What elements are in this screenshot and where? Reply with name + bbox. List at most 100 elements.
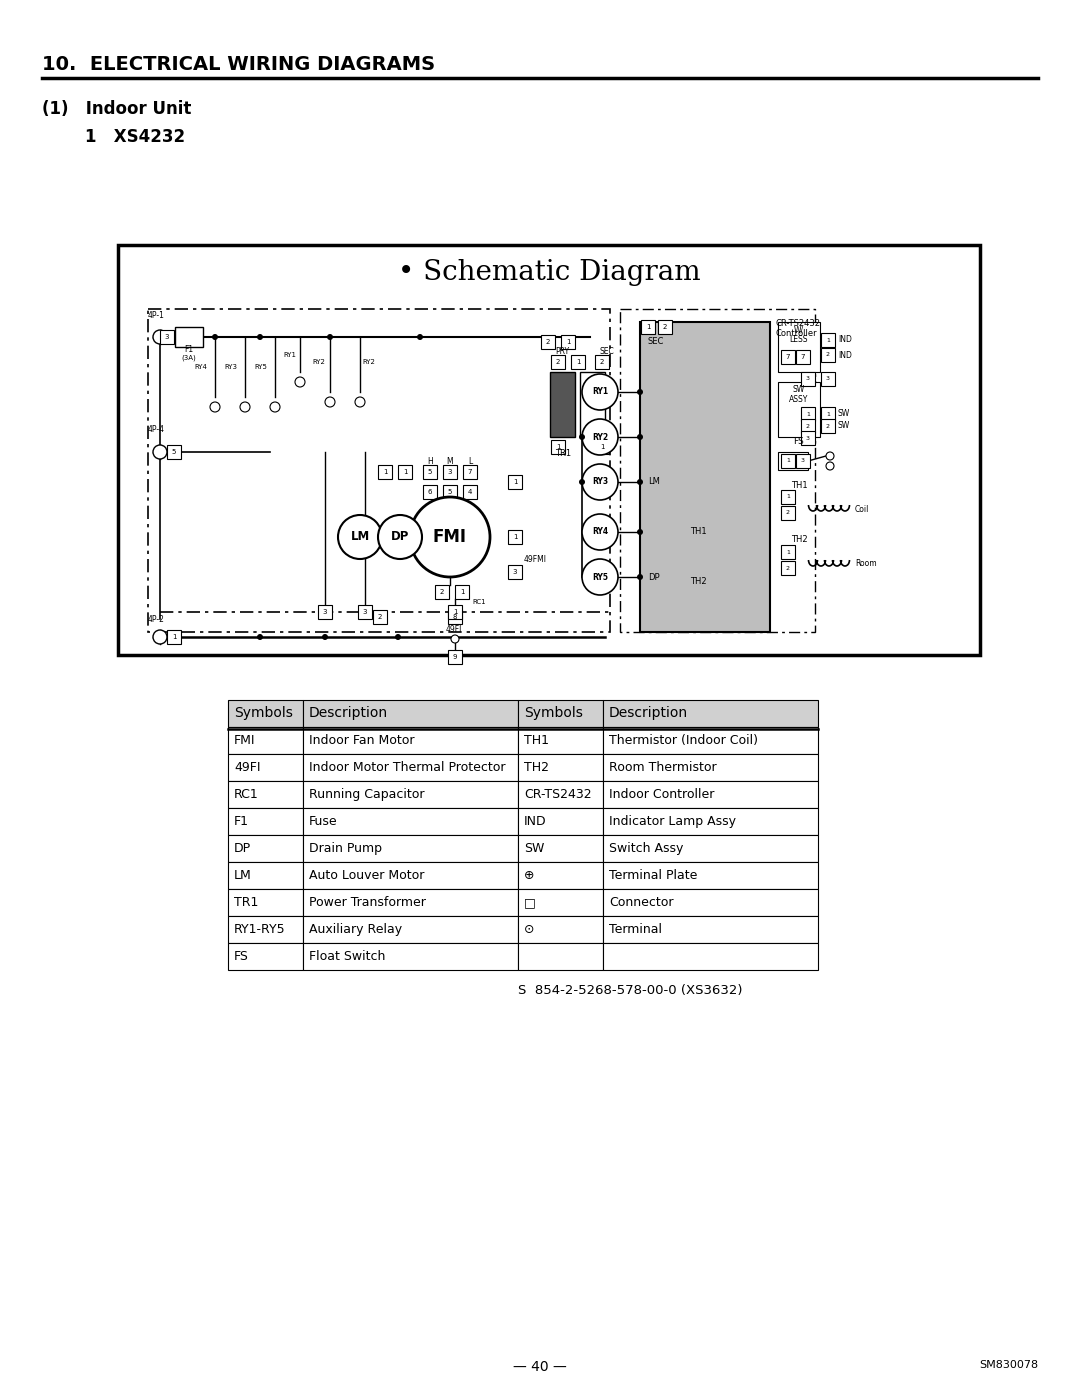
Text: Drain Pump: Drain Pump (309, 842, 382, 855)
Bar (801, 407, 815, 420)
Text: 10.  ELECTRICAL WIRING DIAGRAMS: 10. ELECTRICAL WIRING DIAGRAMS (42, 54, 435, 74)
Text: SW: SW (838, 422, 850, 430)
Text: □: □ (524, 895, 536, 909)
Bar (821, 372, 835, 386)
Text: L: L (468, 457, 472, 467)
Text: RY2: RY2 (362, 359, 375, 365)
Bar (118, 244, 980, 655)
Bar (357, 605, 372, 619)
Circle shape (257, 634, 264, 640)
Text: Symbols: Symbols (524, 707, 583, 721)
Bar (463, 465, 477, 479)
Text: 1: 1 (786, 495, 789, 500)
Circle shape (582, 464, 618, 500)
Text: 5: 5 (448, 489, 453, 495)
Text: Running Capacitor: Running Capacitor (309, 788, 424, 800)
Bar (640, 321, 770, 631)
Bar (303, 700, 518, 726)
Bar (781, 562, 795, 576)
Bar (508, 529, 522, 543)
Text: Symbols: Symbols (234, 707, 293, 721)
Text: SM830078: SM830078 (978, 1361, 1038, 1370)
Bar (603, 781, 818, 807)
Text: 49FI: 49FI (446, 624, 462, 633)
Bar (448, 650, 462, 664)
Bar (518, 888, 603, 916)
Bar (781, 351, 795, 365)
Text: Indicator Lamp Assy: Indicator Lamp Assy (609, 814, 735, 828)
Text: Description: Description (309, 707, 388, 721)
Circle shape (378, 515, 422, 559)
Bar (801, 372, 815, 386)
Circle shape (327, 334, 333, 339)
Text: IND: IND (524, 814, 546, 828)
Bar (448, 605, 462, 619)
Bar (303, 754, 518, 781)
Text: 4P-4: 4P-4 (148, 426, 165, 434)
Text: 4P-1: 4P-1 (148, 310, 165, 320)
Circle shape (637, 434, 643, 440)
Text: ASSY: ASSY (789, 395, 809, 405)
Text: 2: 2 (826, 423, 831, 429)
Bar (796, 454, 810, 468)
Circle shape (153, 446, 167, 460)
Circle shape (582, 559, 618, 595)
Text: W/: W/ (794, 326, 805, 334)
Text: IND: IND (838, 335, 852, 345)
Text: RY1: RY1 (592, 387, 608, 397)
Text: (1)   Indoor Unit: (1) Indoor Unit (42, 101, 191, 117)
Bar (443, 485, 457, 499)
Text: 3: 3 (165, 334, 170, 339)
Text: 3: 3 (323, 609, 327, 615)
Text: 2: 2 (786, 510, 789, 515)
Text: M: M (447, 457, 454, 467)
Bar (167, 446, 181, 460)
Text: — 40 —: — 40 — (513, 1361, 567, 1375)
Circle shape (355, 397, 365, 407)
Bar (603, 754, 818, 781)
Text: 1: 1 (403, 469, 407, 475)
Text: 1: 1 (382, 469, 388, 475)
Bar (518, 807, 603, 835)
Text: 9: 9 (453, 654, 457, 659)
Circle shape (826, 462, 834, 469)
Circle shape (637, 479, 643, 485)
Circle shape (295, 377, 305, 387)
Text: TH2: TH2 (791, 535, 808, 545)
Text: Controller: Controller (775, 330, 816, 338)
Text: 2: 2 (826, 352, 831, 358)
Text: FS: FS (234, 950, 248, 963)
Bar (443, 465, 457, 479)
Text: 7: 7 (800, 353, 806, 360)
Bar (801, 419, 815, 433)
Text: 49FI: 49FI (234, 761, 260, 774)
Bar (175, 327, 203, 346)
Text: 3: 3 (363, 609, 367, 615)
Text: TR1: TR1 (234, 895, 258, 909)
Text: Fuse: Fuse (309, 814, 338, 828)
Circle shape (240, 402, 249, 412)
Text: FMI: FMI (234, 733, 256, 747)
Text: Connector: Connector (609, 895, 674, 909)
Circle shape (637, 388, 643, 395)
Text: LM: LM (234, 869, 252, 882)
Circle shape (579, 479, 585, 485)
Circle shape (582, 419, 618, 455)
Text: 3: 3 (806, 436, 810, 440)
Text: 1: 1 (786, 458, 789, 464)
Circle shape (637, 529, 643, 535)
Text: 2: 2 (599, 359, 604, 365)
Bar (228, 726, 303, 754)
Text: 3: 3 (801, 458, 805, 464)
Bar (642, 320, 654, 334)
Bar (228, 781, 303, 807)
Text: TH1: TH1 (791, 481, 808, 489)
Bar (580, 372, 605, 437)
Bar (620, 309, 815, 631)
Text: F1: F1 (185, 345, 193, 355)
Bar (167, 630, 181, 644)
Text: PRY: PRY (555, 348, 569, 356)
Text: LM: LM (350, 531, 369, 543)
Bar (821, 407, 835, 420)
Text: • Schematic Diagram: • Schematic Diagram (397, 260, 700, 286)
